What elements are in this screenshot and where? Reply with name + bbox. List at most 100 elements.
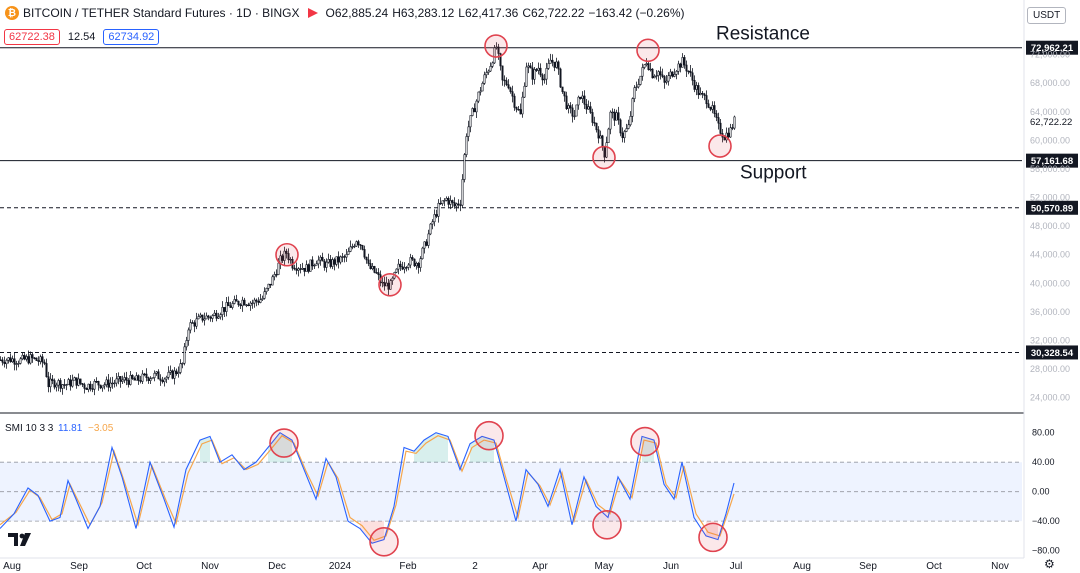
candle <box>147 376 150 384</box>
candle-body <box>175 370 178 375</box>
candle-body <box>435 214 438 217</box>
candle-body <box>351 246 354 248</box>
candle <box>697 82 700 99</box>
candle <box>229 301 232 308</box>
price-tick-label: 36,000.00 <box>1030 307 1070 317</box>
smi-annotation-circle <box>474 420 504 451</box>
candle <box>47 371 50 393</box>
candle-body <box>629 115 632 126</box>
candle <box>365 256 368 264</box>
candle <box>17 360 20 368</box>
candle-body <box>717 117 720 124</box>
time-tick-label: Nov <box>201 561 219 572</box>
candle-body <box>275 274 278 276</box>
candle-body <box>609 111 612 130</box>
candle-body <box>111 382 114 385</box>
candle-body <box>153 372 156 378</box>
candle <box>589 101 592 114</box>
candle-body <box>621 132 624 139</box>
candle-body <box>161 380 164 383</box>
candle <box>533 67 536 85</box>
candle-body <box>657 71 660 76</box>
candle <box>111 376 114 389</box>
candle <box>179 359 182 375</box>
candle-body <box>43 361 46 364</box>
smi-tick-label: 80.00 <box>1032 428 1055 438</box>
candle <box>385 276 388 287</box>
candle-body <box>645 63 648 65</box>
candle-body <box>475 100 478 113</box>
candle <box>327 253 330 264</box>
candle <box>485 68 488 79</box>
candle-body <box>703 93 706 96</box>
candle-body <box>575 104 578 117</box>
candle-body <box>581 95 584 99</box>
candle <box>237 300 240 307</box>
sell-price-button[interactable]: 62722.38 <box>4 29 60 45</box>
candle-body <box>223 307 226 312</box>
smi-overbought-fill <box>436 432 448 463</box>
candle-body <box>647 63 650 70</box>
settings-gear-icon[interactable]: ⚙ <box>1044 557 1055 571</box>
candle <box>335 256 338 267</box>
candle <box>559 67 562 88</box>
candle-body <box>507 84 510 89</box>
candle <box>607 127 610 144</box>
candle <box>215 310 218 322</box>
price-tick-label: 72,000.00 <box>1030 50 1070 60</box>
candle <box>537 62 540 75</box>
candle <box>495 42 498 50</box>
candle <box>329 255 332 269</box>
candle-body <box>595 122 598 131</box>
candle <box>695 81 698 96</box>
symbol-title[interactable]: BITCOIN / TETHER Standard Futures · 1D ·… <box>23 6 300 20</box>
candle <box>415 261 418 270</box>
candle-body <box>323 260 326 268</box>
candle-body <box>191 322 194 324</box>
candle <box>77 373 80 387</box>
candle-body <box>293 267 296 270</box>
candle-body <box>409 257 412 266</box>
candle-body <box>673 74 676 77</box>
candle <box>677 60 680 75</box>
candle-body <box>439 202 442 205</box>
ohlc-low: L62,417.36 <box>458 6 519 20</box>
candle <box>519 103 522 115</box>
candle-body <box>87 383 90 390</box>
candle <box>7 357 10 364</box>
horizontal-levels[interactable]: 72,962.21 Resistance 57,161.68 Support 50,57… <box>0 24 1078 360</box>
candle <box>659 66 662 80</box>
candle-body <box>447 197 450 205</box>
candle <box>625 123 628 133</box>
candle <box>457 199 460 209</box>
spread-value: 12.54 <box>67 31 96 43</box>
candle <box>93 379 96 396</box>
candle <box>267 283 270 291</box>
candle <box>303 267 306 277</box>
candle-body <box>157 371 160 380</box>
candle <box>637 78 640 89</box>
candle-body <box>583 95 586 105</box>
flag-icon[interactable] <box>307 8 318 18</box>
candle-body <box>303 267 306 272</box>
candle-body <box>551 59 554 63</box>
candle <box>469 115 472 133</box>
candle-body <box>343 256 346 258</box>
candle <box>507 79 510 90</box>
candle-body <box>81 383 84 385</box>
candle-body <box>443 200 446 202</box>
candle-body <box>665 80 668 83</box>
candle <box>553 61 556 72</box>
candle <box>479 87 482 96</box>
currency-selector[interactable]: USDT <box>1027 7 1067 24</box>
time-tick-label: Aug <box>3 561 21 572</box>
candle <box>27 350 30 365</box>
candle-body <box>83 384 86 389</box>
candle-body <box>213 312 216 316</box>
candle <box>413 258 416 267</box>
price-annotation-circle <box>275 242 299 267</box>
buy-price-button[interactable]: 62734.92 <box>103 29 160 45</box>
candle-body <box>571 107 574 117</box>
candle <box>243 297 246 306</box>
